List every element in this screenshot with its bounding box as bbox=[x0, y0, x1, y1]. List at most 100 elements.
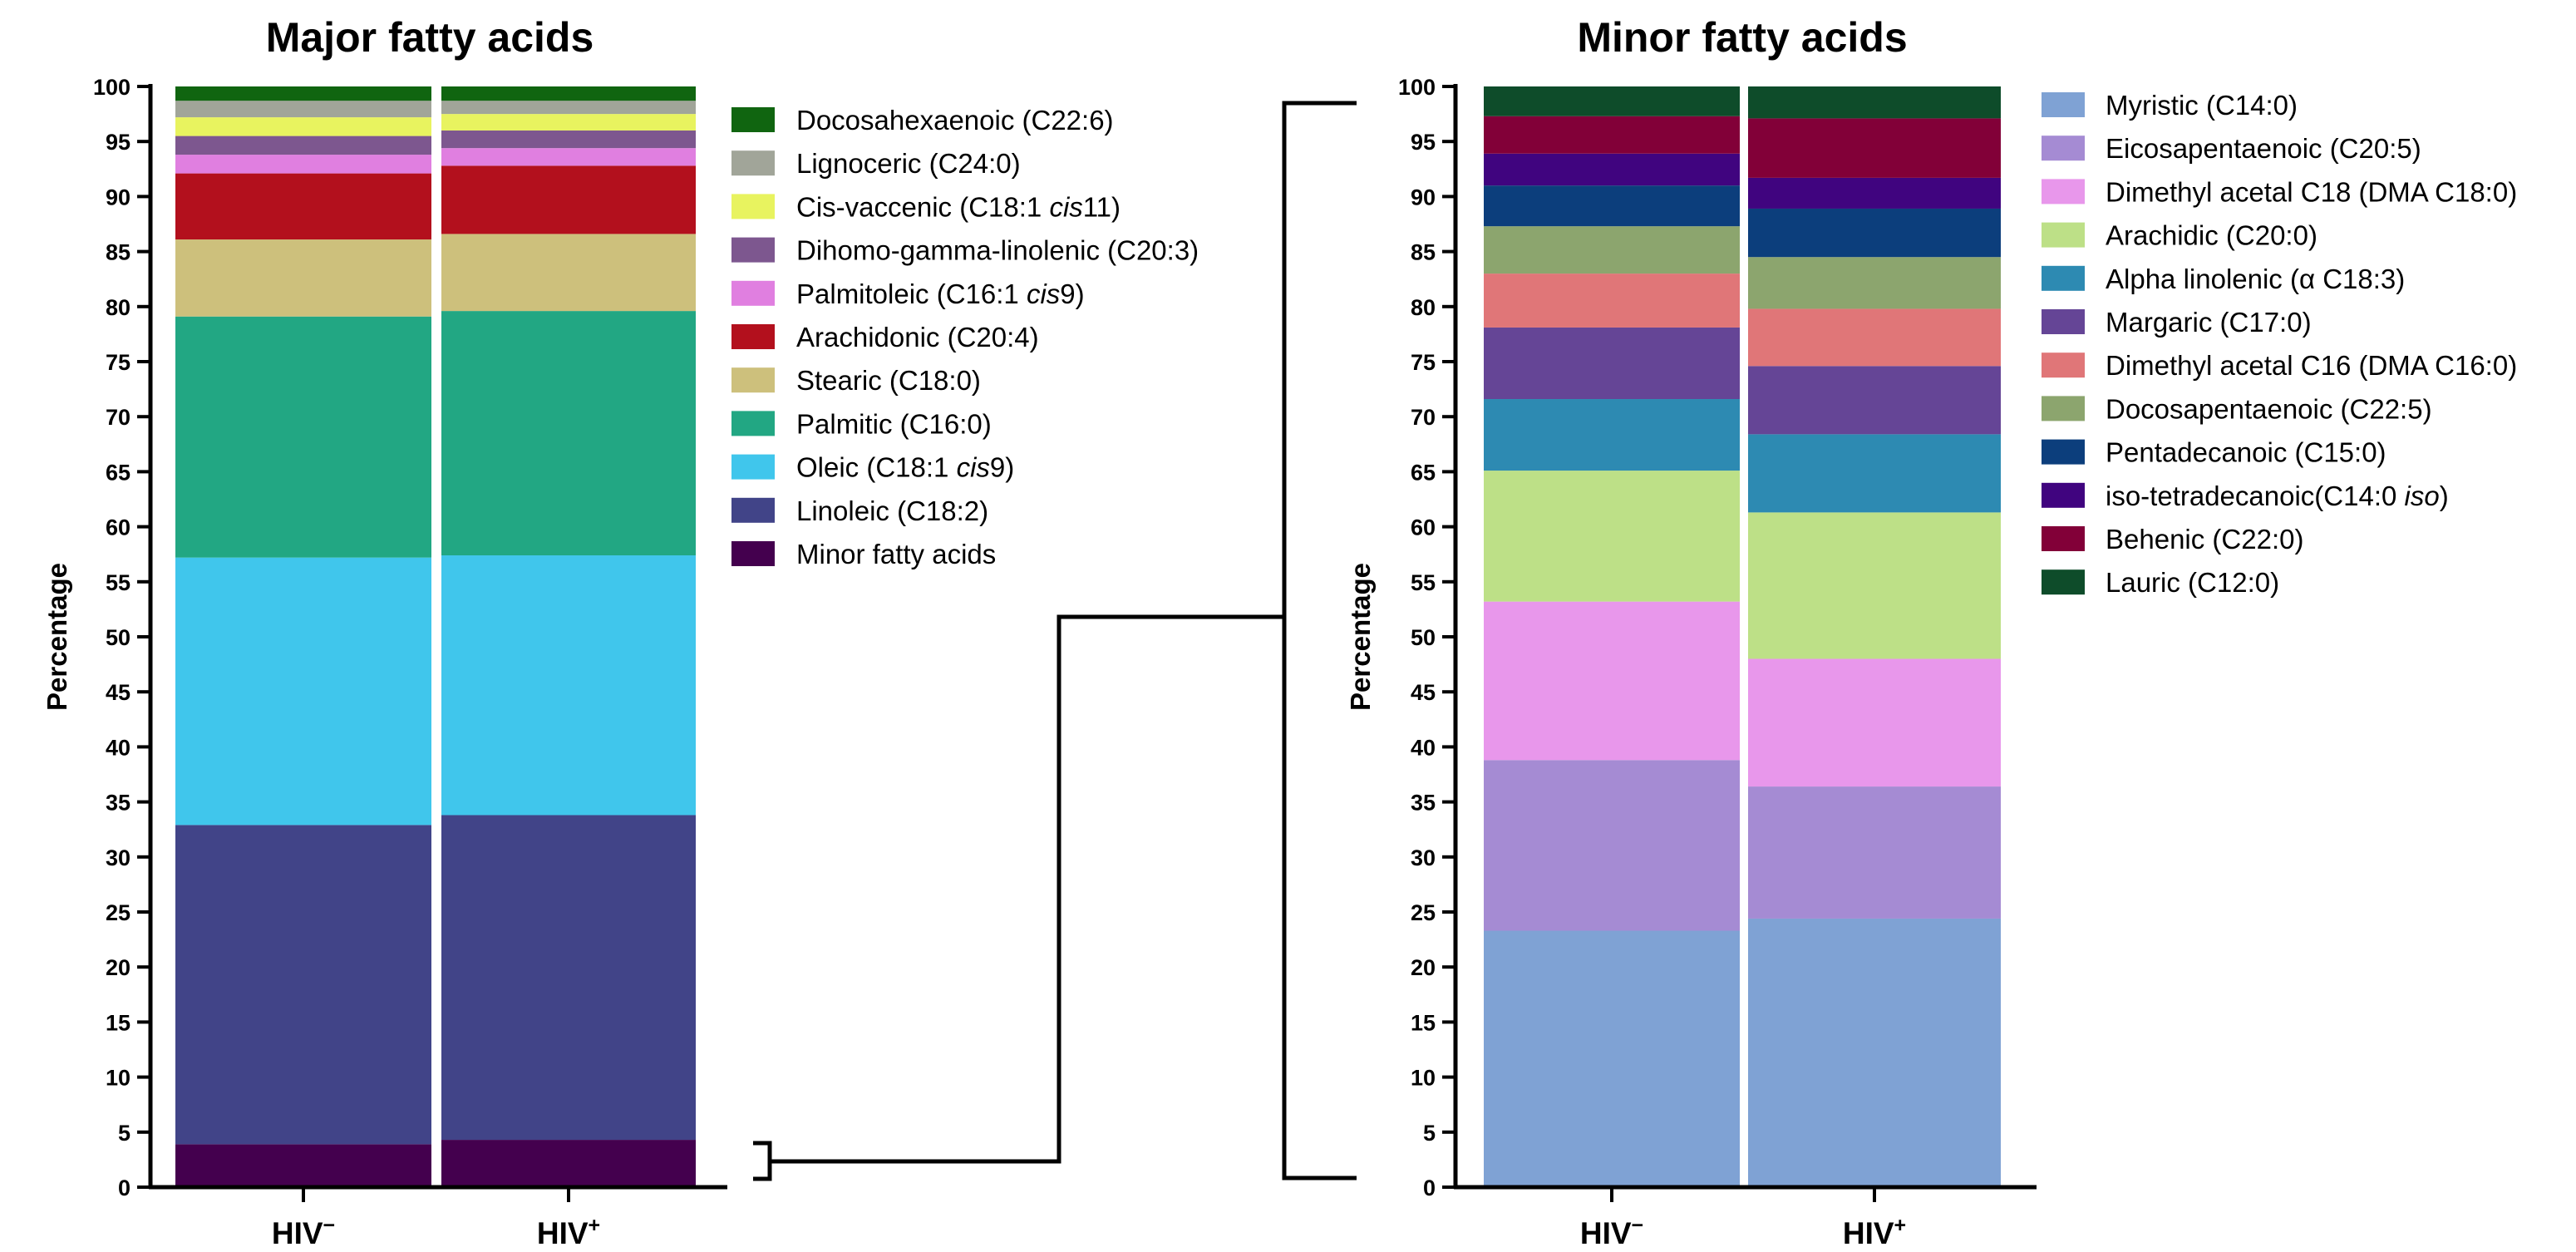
chart-1: Major fatty acids Percentage 0 5 10 15 20 25 30 3… bbox=[42, 14, 1199, 1250]
bar-segment-hiv-pos-margaric-c17-0 bbox=[1748, 366, 2001, 435]
y-tick-label: 90 bbox=[106, 185, 131, 209]
bar-segment-hiv-neg-dihomo-gamma-linolenic-c20-3 bbox=[175, 136, 431, 155]
bar-segment-hiv-pos-alpha-linolenic-c18-3 bbox=[1748, 434, 2001, 513]
legend-label-lignoceric-c24-0: Lignoceric (C24:0) bbox=[796, 148, 1021, 179]
legend-label-dimethyl-acetal-c18-dma-c18-0: Dimethyl acetal C18 (DMA C18:0) bbox=[2106, 176, 2517, 207]
legend-swatch-arachidonic-c20-4 bbox=[731, 324, 775, 349]
bar-segment-hiv-pos-docosahexaenoic-c22-6 bbox=[441, 86, 696, 101]
connector-bracket-left bbox=[753, 1141, 772, 1181]
bar-segment-hiv-neg-docosahexaenoic-c22-6 bbox=[175, 86, 431, 101]
legend-label-behenic-c22-0: Behenic (C22:0) bbox=[2106, 524, 2303, 555]
y-tick-label: 75 bbox=[1411, 350, 1436, 375]
y-axis-label: Percentage bbox=[42, 563, 72, 711]
y-tick-label: 50 bbox=[106, 625, 131, 650]
bar-segment-hiv-neg-palmitic-c16-0 bbox=[175, 316, 431, 558]
bar-segment-hiv-pos-cis-vaccenic-c18-1-cis-11 bbox=[441, 114, 696, 131]
legend-swatch-iso-tetradecanoic-c14-0-iso bbox=[2042, 482, 2085, 508]
bar-segment-hiv-neg-dimethyl-acetal-c16-dma-c16-0 bbox=[1484, 274, 1740, 328]
bar-segment-hiv-pos-dimethyl-acetal-c18-dma-c18-0 bbox=[1748, 658, 2001, 787]
bar-segment-hiv-neg-lauric-c12-0 bbox=[1484, 86, 1740, 116]
legend-swatch-docosapentaenoic-c22-5 bbox=[2042, 396, 2085, 421]
y-tick-label: 60 bbox=[106, 515, 131, 540]
bar-segment-hiv-neg-behenic-c22-0 bbox=[1484, 116, 1740, 154]
y-tick-label: 80 bbox=[1411, 295, 1436, 320]
x-tick-label: HIV+ bbox=[1843, 1214, 1906, 1250]
legend-label-palmitic-c16-0: Palmitic (C16:0) bbox=[796, 408, 992, 439]
bar-segment-hiv-neg-arachidic-c20-0 bbox=[1484, 471, 1740, 602]
bar-segment-hiv-pos-iso-tetradecanoic-c14-0-iso bbox=[1748, 177, 2001, 209]
y-tick-label: 85 bbox=[1411, 240, 1436, 265]
y-tick-label: 90 bbox=[1411, 185, 1436, 209]
y-tick-label: 55 bbox=[1411, 570, 1436, 595]
y-axis-label: Percentage bbox=[1345, 563, 1376, 711]
y-tick-label: 45 bbox=[106, 680, 131, 705]
legend-swatch-palmitic-c16-0 bbox=[731, 411, 775, 436]
legend-swatch-lauric-c12-0 bbox=[2042, 569, 2085, 595]
legend-swatch-oleic-c18-1-cis-9 bbox=[731, 454, 775, 480]
connector-line bbox=[770, 614, 1284, 1164]
bar-segment-hiv-neg-oleic-c18-1-cis-9 bbox=[175, 557, 431, 826]
legend-swatch-dimethyl-acetal-c18-dma-c18-0 bbox=[2042, 179, 2085, 205]
y-tick-label: 30 bbox=[106, 845, 131, 870]
bar-segment-hiv-pos-dimethyl-acetal-c16-dma-c16-0 bbox=[1748, 308, 2001, 367]
y-tick-label: 65 bbox=[1411, 460, 1436, 485]
bar-segment-hiv-neg-margaric-c17-0 bbox=[1484, 327, 1740, 400]
bar-segment-hiv-pos-arachidonic-c20-4 bbox=[441, 165, 696, 234]
y-tick-label: 45 bbox=[1411, 680, 1436, 705]
bar-segment-hiv-pos-arachidic-c20-0 bbox=[1748, 512, 2001, 659]
legend-label-margaric-c17-0: Margaric (C17:0) bbox=[2106, 307, 2312, 338]
bar-segment-hiv-neg-lignoceric-c24-0 bbox=[175, 101, 431, 118]
x-tick-label: HIV− bbox=[272, 1214, 335, 1250]
bar-segment-hiv-pos-stearic-c18-0 bbox=[441, 234, 696, 312]
y-tick-label: 10 bbox=[106, 1066, 131, 1091]
y-tick-label: 60 bbox=[1411, 515, 1436, 540]
zoom-connector bbox=[753, 101, 1357, 1181]
bar-segment-hiv-neg-minor-fatty-acids bbox=[175, 1144, 431, 1187]
bar-segment-hiv-pos-docosapentaenoic-c22-5 bbox=[1748, 257, 2001, 309]
bar-segment-hiv-neg-linoleic-c18-2 bbox=[175, 825, 431, 1145]
legend-swatch-eicosapentaenoic-c20-5 bbox=[2042, 136, 2085, 161]
legend-swatch-cis-vaccenic-c18-1-cis-11 bbox=[731, 194, 775, 219]
legend-label-iso-tetradecanoic-c14-0-iso: iso-tetradecanoic(C14:0 iso) bbox=[2106, 481, 2449, 511]
y-tick-label: 70 bbox=[1411, 405, 1436, 430]
y-tick-label: 40 bbox=[1411, 735, 1436, 760]
y-tick-label: 40 bbox=[106, 735, 131, 760]
y-tick-label: 55 bbox=[106, 570, 131, 595]
y-tick-label: 35 bbox=[1411, 791, 1436, 816]
bar-segment-hiv-neg-pentadecanoic-c15-0 bbox=[1484, 185, 1740, 227]
legend-label-oleic-c18-1-cis-9: Oleic (C18:1 cis9) bbox=[796, 452, 1014, 483]
y-tick-label: 80 bbox=[106, 295, 131, 320]
bar-segment-hiv-pos-palmitic-c16-0 bbox=[441, 311, 696, 556]
bar-segment-hiv-pos-pentadecanoic-c15-0 bbox=[1748, 208, 2001, 258]
legend-label-pentadecanoic-c15-0: Pentadecanoic (C15:0) bbox=[2106, 437, 2386, 468]
chart-title: Major fatty acids bbox=[266, 14, 594, 61]
y-tick-label: 95 bbox=[106, 130, 131, 155]
bar-segment-hiv-neg-palmitoleic-c16-1-cis-9 bbox=[175, 155, 431, 174]
bar-segment-hiv-neg-cis-vaccenic-c18-1-cis-11 bbox=[175, 117, 431, 136]
y-tick-label: 25 bbox=[1411, 900, 1436, 925]
bar-segment-hiv-pos-palmitoleic-c16-1-cis-9 bbox=[441, 148, 696, 166]
y-tick-label: 30 bbox=[1411, 845, 1436, 870]
chart-2: Minor fatty acids Percentage 0 5 10 15 20 25 30 3… bbox=[1345, 14, 2517, 1250]
y-tick-label: 20 bbox=[1411, 955, 1436, 980]
legend-swatch-linoleic-c18-2 bbox=[731, 497, 775, 523]
legend-label-arachidonic-c20-4: Arachidonic (C20:4) bbox=[796, 322, 1039, 352]
y-tick-label: 50 bbox=[1411, 625, 1436, 650]
bar-segment-hiv-pos-minor-fatty-acids bbox=[441, 1140, 696, 1187]
bar-segment-hiv-neg-arachidonic-c20-4 bbox=[175, 173, 431, 240]
legend-swatch-minor-fatty-acids bbox=[731, 541, 775, 566]
connector-bracket-right bbox=[1282, 101, 1357, 1181]
legend-swatch-lignoceric-c24-0 bbox=[731, 150, 775, 176]
y-tick-label: 85 bbox=[106, 240, 131, 265]
x-tick-label: HIV− bbox=[1580, 1214, 1643, 1250]
bar-segment-hiv-pos-lignoceric-c24-0 bbox=[441, 101, 696, 115]
bar-segment-hiv-pos-behenic-c22-0 bbox=[1748, 118, 2001, 178]
y-tick-label: 70 bbox=[106, 405, 131, 430]
y-tick-label: 65 bbox=[106, 460, 131, 485]
legend-swatch-docosahexaenoic-c22-6 bbox=[731, 107, 775, 132]
bar-segment-hiv-pos-oleic-c18-1-cis-9 bbox=[441, 555, 696, 816]
y-tick-label: 100 bbox=[1398, 75, 1436, 100]
bar-segment-hiv-neg-alpha-linolenic-c18-3 bbox=[1484, 399, 1740, 471]
bar-segment-hiv-pos-linoleic-c18-2 bbox=[441, 815, 696, 1141]
